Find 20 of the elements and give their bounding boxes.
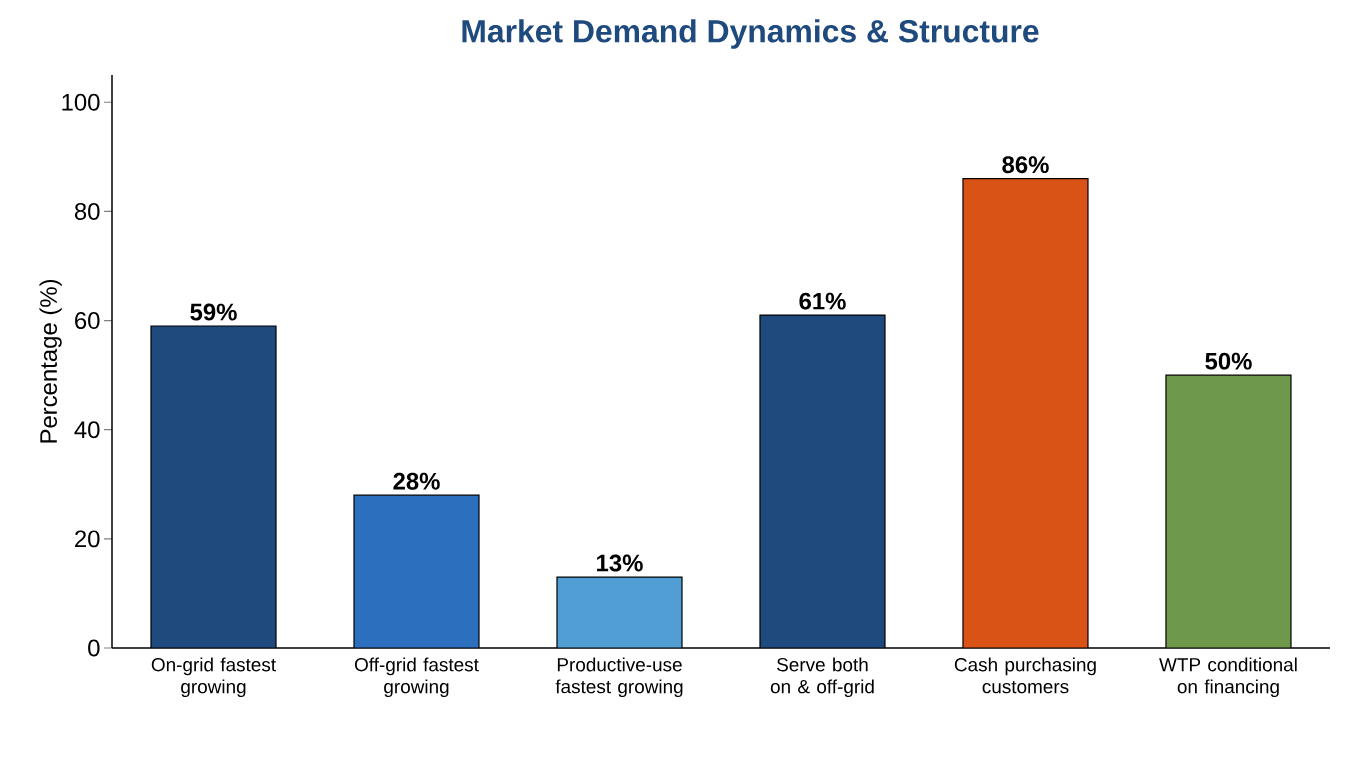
x-tick-label: Cash purchasing customers: [954, 657, 1096, 694]
x-tick-label: Serve both on & off-grid: [770, 657, 874, 698]
data-label: 28%: [393, 472, 440, 490]
y-axis-title: Percentage (%): [39, 279, 62, 443]
y-tick-label: 0: [88, 639, 100, 657]
x-tick-label: Off-grid fastest growing: [354, 657, 479, 698]
y-tick-label: 40: [74, 421, 100, 439]
data-label: 13%: [597, 554, 643, 572]
chart-title: Market Demand Dynamics & Structure: [462, 19, 1039, 49]
data-label: 50%: [1205, 352, 1252, 370]
y-tick-label: 100: [62, 93, 100, 111]
data-label: 61%: [799, 292, 846, 310]
data-label: 59%: [190, 303, 237, 321]
y-tick-label: 20: [75, 530, 100, 548]
x-tick-label: On-grid fastest growing: [151, 657, 276, 698]
y-tick-label: 80: [74, 202, 100, 220]
x-tick-label: WTP conditional on financing: [1159, 657, 1297, 698]
data-label: 86%: [1002, 156, 1049, 174]
x-tick-label: Productive-use fastest growing: [555, 657, 683, 698]
y-tick-label: 60: [75, 312, 100, 330]
